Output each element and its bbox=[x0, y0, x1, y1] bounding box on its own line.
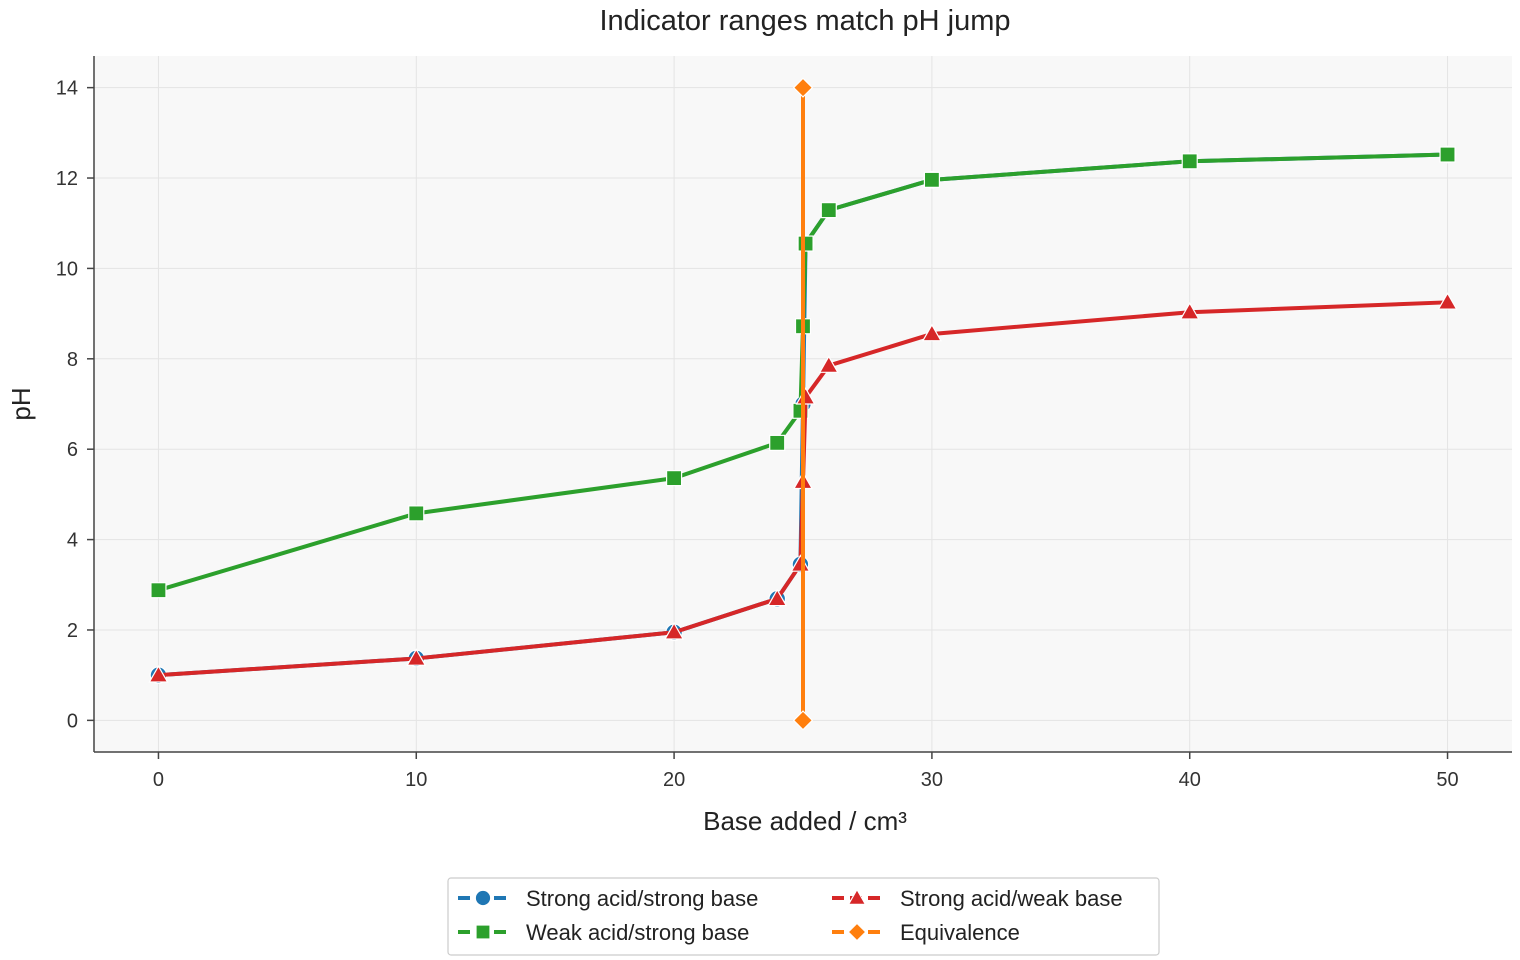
x-axis-title: Base added / cm³ bbox=[703, 806, 907, 836]
data-point-strong-acid-weak-base bbox=[818, 355, 839, 373]
legend-item-strong-acid-strong-base: Strong acid/strong base bbox=[458, 886, 758, 911]
legend-marker-circle bbox=[474, 889, 492, 907]
legend-item-weak-acid-strong-base: Weak acid/strong base bbox=[458, 920, 749, 945]
data-point-weak-acid-strong-base bbox=[820, 202, 837, 219]
data-point-weak-acid-strong-base bbox=[797, 235, 814, 252]
x-tick-label: 50 bbox=[1436, 769, 1458, 791]
data-point-strong-acid-weak-base bbox=[406, 648, 427, 666]
series-equivalence bbox=[792, 77, 814, 731]
legend-marker-diamond bbox=[847, 922, 867, 942]
legend-item-equivalence: Equivalence bbox=[832, 920, 1020, 945]
x-ticks: 0 10 20 30 40 50 bbox=[153, 752, 1459, 791]
x-tick-label: 20 bbox=[663, 769, 685, 791]
data-point-weak-acid-strong-base bbox=[150, 582, 167, 599]
y-ticks: 0 2 4 6 8 10 12 14 bbox=[56, 78, 94, 732]
x-tick-label: 40 bbox=[1179, 769, 1201, 791]
legend-marker-triangle bbox=[847, 888, 867, 905]
data-point-weak-acid-strong-base bbox=[408, 505, 425, 522]
data-point-weak-acid-strong-base bbox=[923, 171, 941, 188]
y-tick-label: 14 bbox=[56, 78, 78, 100]
data-point-strong-acid-weak-base bbox=[767, 588, 788, 607]
data-point-strong-acid-weak-base bbox=[1179, 302, 1200, 320]
y-tick-label: 12 bbox=[56, 168, 78, 190]
y-tick-label: 6 bbox=[67, 439, 78, 461]
data-point-weak-acid-strong-base bbox=[665, 470, 683, 487]
legend-item-strong-acid-weak-base: Strong acid/weak base bbox=[832, 886, 1123, 911]
data-point-strong-acid-weak-base bbox=[1437, 292, 1458, 310]
legend-label: Strong acid/strong base bbox=[526, 886, 758, 911]
data-point-weak-acid-strong-base bbox=[1439, 146, 1456, 163]
data-point-strong-acid-weak-base bbox=[664, 622, 685, 640]
x-tick-label: 10 bbox=[405, 769, 427, 791]
legend-marker-square bbox=[475, 924, 491, 940]
data-point-weak-acid-strong-base bbox=[769, 434, 786, 451]
y-tick-label: 4 bbox=[67, 530, 78, 552]
data-point-strong-acid-weak-base bbox=[921, 323, 942, 342]
legend-label: Weak acid/strong base bbox=[526, 920, 749, 945]
x-tick-label: 30 bbox=[921, 769, 943, 791]
axes bbox=[93, 56, 1512, 753]
legend: Strong acid/strong base Weak acid/strong … bbox=[447, 877, 1160, 956]
y-tick-label: 10 bbox=[56, 258, 78, 280]
data-point-equivalence bbox=[792, 710, 814, 731]
data-point-weak-acid-strong-base bbox=[1181, 153, 1198, 170]
data-point-strong-acid-weak-base bbox=[148, 664, 169, 683]
y-tick-label: 8 bbox=[67, 349, 78, 371]
y-tick-label: 0 bbox=[67, 710, 78, 732]
legend-label: Equivalence bbox=[900, 920, 1020, 945]
legend-label: Strong acid/weak base bbox=[900, 886, 1123, 911]
x-tick-label: 0 bbox=[153, 769, 164, 791]
data-point-equivalence bbox=[792, 77, 814, 98]
y-tick-label: 2 bbox=[67, 620, 78, 642]
chart-title: Indicator ranges match pH jump bbox=[599, 5, 1010, 37]
legend-box bbox=[447, 877, 1160, 956]
series-layer bbox=[148, 77, 1458, 731]
y-axis-title: pH bbox=[6, 387, 36, 420]
